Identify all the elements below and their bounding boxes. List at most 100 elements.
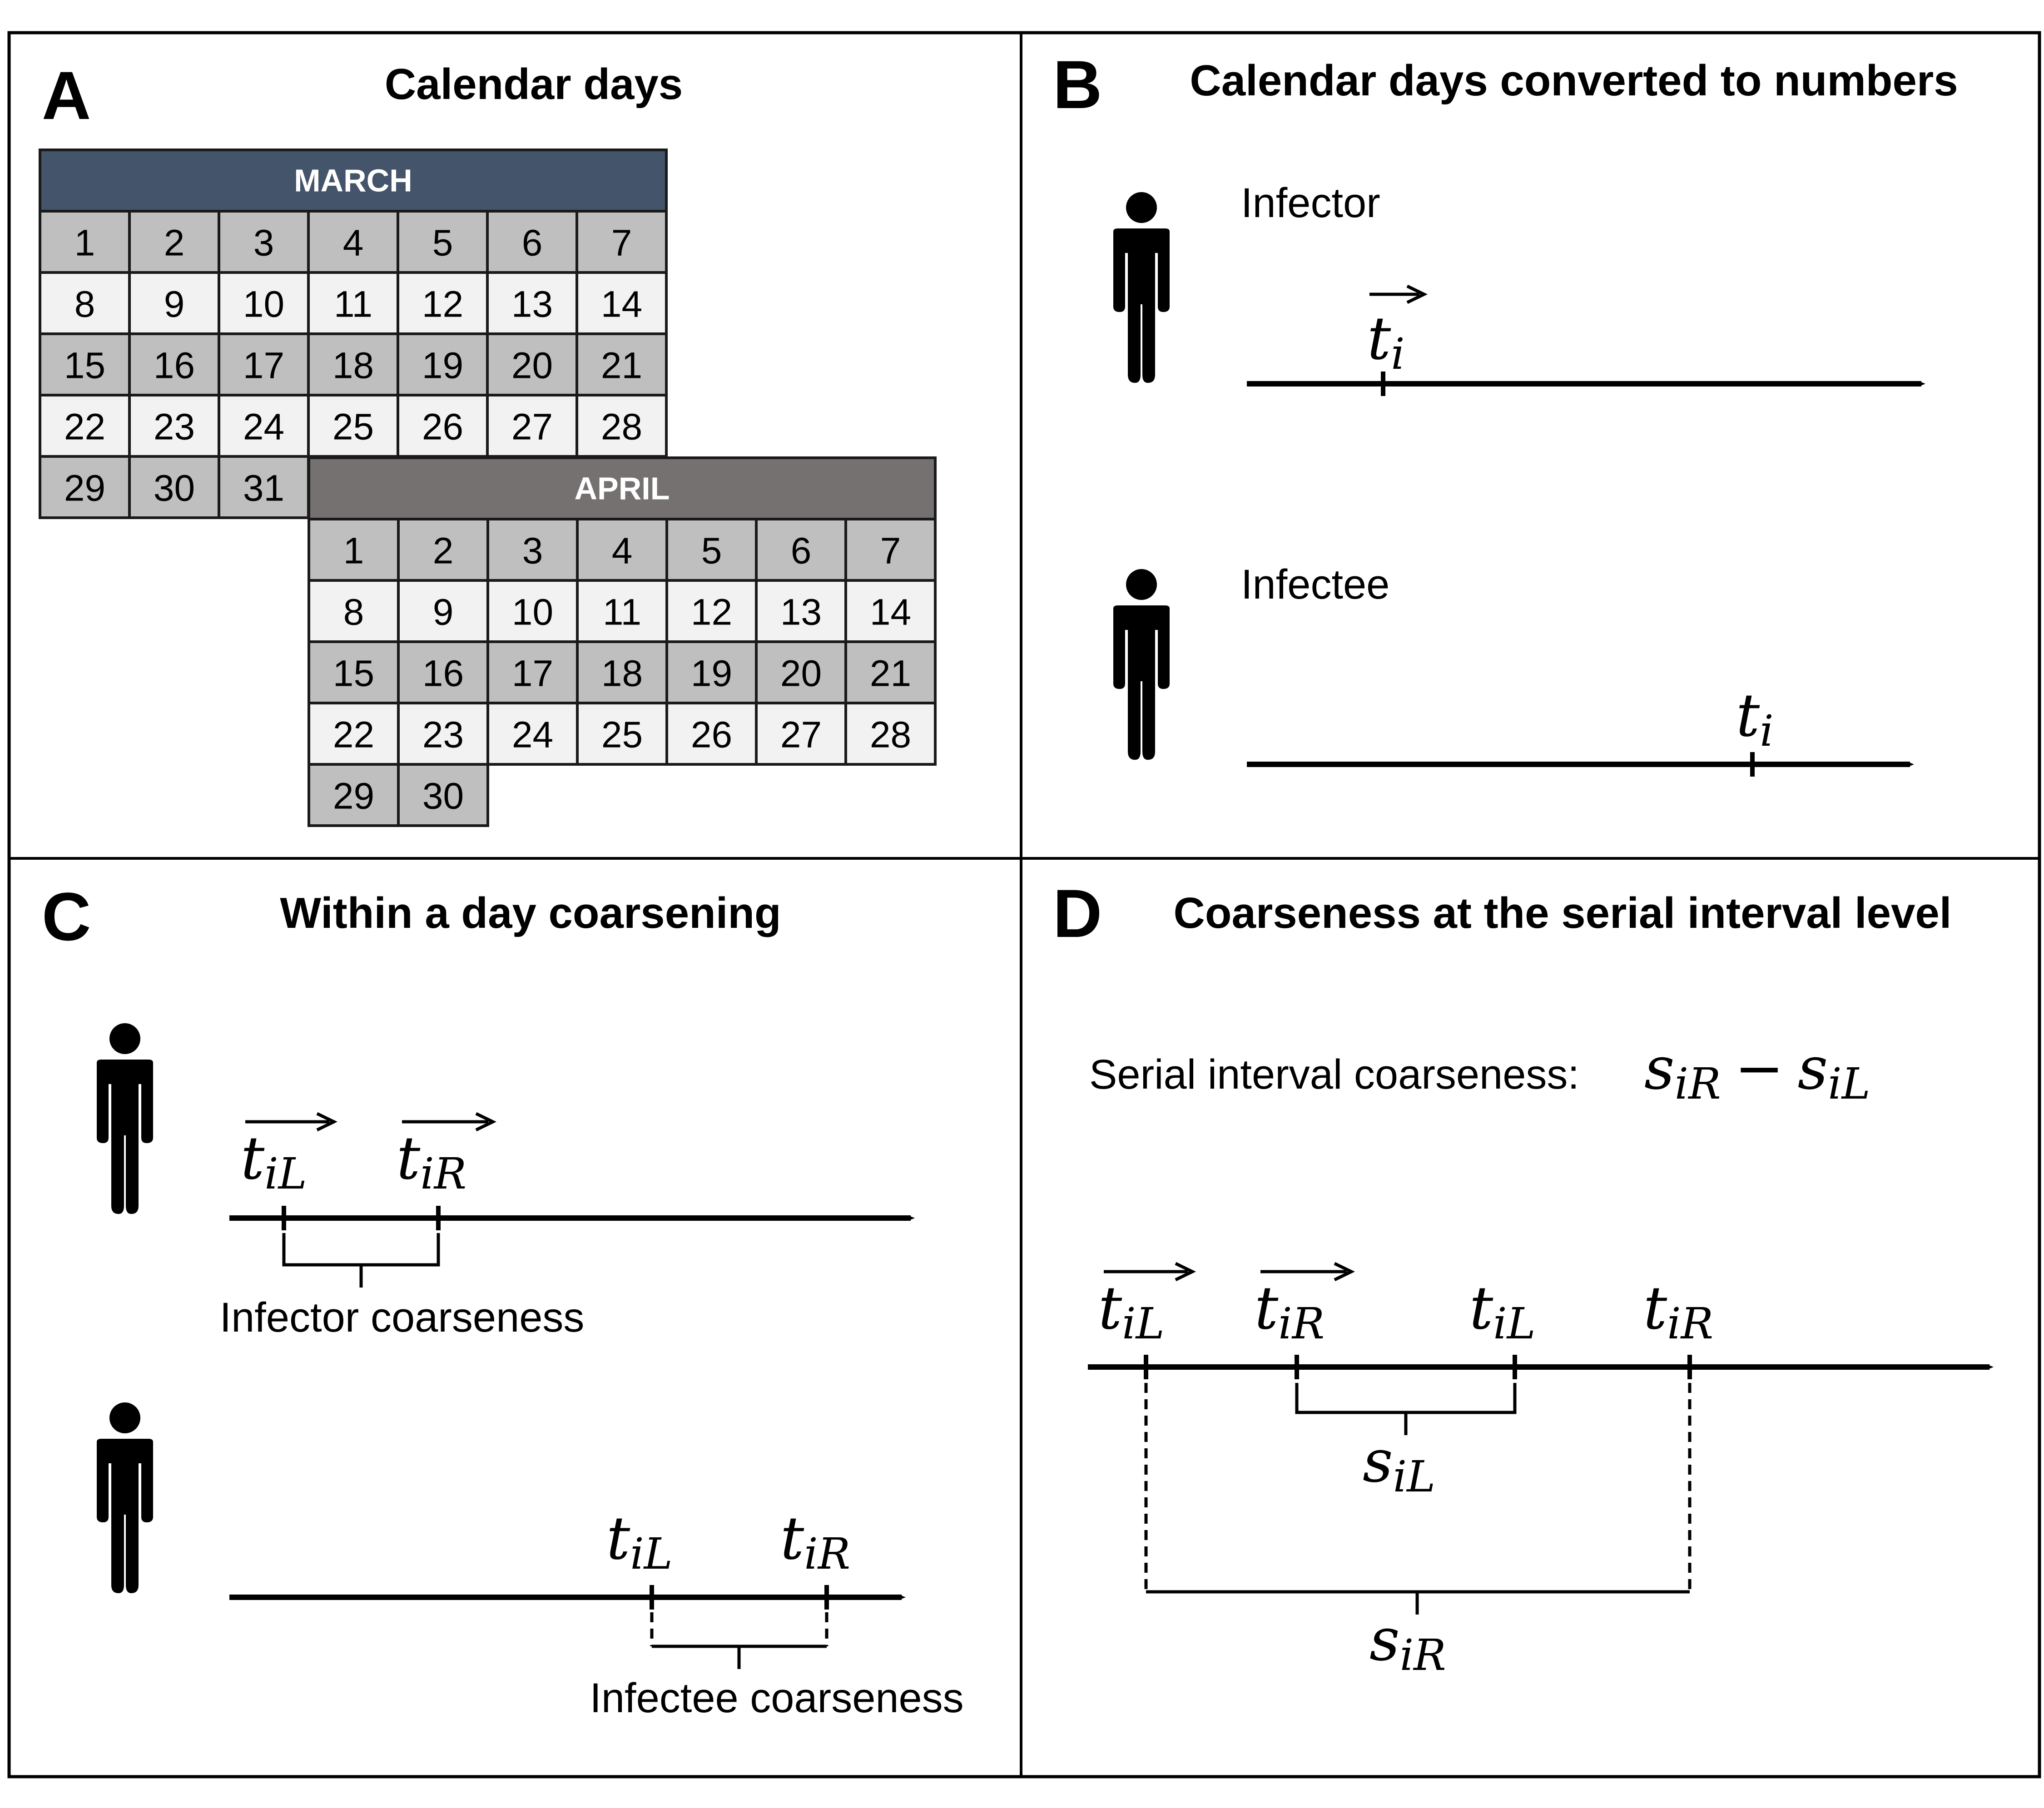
panel-b: B Calendar days converted to numbers Inf… (1053, 46, 1958, 777)
panel-letter-d: D (1053, 875, 1102, 951)
panel-c-title: Within a day coarsening (280, 889, 781, 937)
april-day-cell (844, 702, 937, 766)
april-day-cell (397, 763, 489, 827)
march-day-cell (486, 210, 578, 274)
april-day-number: 26 (691, 714, 732, 756)
panel-d: D Coarseness at the serial interval leve… (1053, 875, 1994, 1680)
march-day-number: 18 (332, 345, 374, 386)
infector-coarseness-brace (282, 1233, 440, 1288)
april-day-number: 23 (422, 714, 464, 756)
infectee-tick-label-right: tiR (780, 1504, 850, 1579)
infectee-coarseness-label: Infectee coarseness (590, 1675, 963, 1721)
march-day-number: 13 (511, 284, 553, 325)
inner-brace-label: siL (1363, 1427, 1435, 1502)
march-day-cell (128, 271, 220, 335)
april-day-cell (665, 640, 758, 704)
tick-2-label: tiR (1255, 1273, 1325, 1349)
march-day-cell (397, 210, 489, 274)
april-day-number: 12 (691, 592, 732, 633)
march-day-number: 2 (164, 223, 185, 264)
panel-b-title: Calendar days converted to numbers (1190, 56, 1958, 105)
march-day-number: 7 (611, 223, 632, 264)
infector-left-vector-arrow (245, 1112, 338, 1132)
april-day-number: 11 (603, 592, 641, 633)
march-day-number: 6 (522, 223, 543, 264)
panel-c: C Within a day coarsening tiL tiR Infect… (42, 878, 964, 1721)
april-day-number: 30 (422, 776, 464, 817)
panel-letter-a: A (42, 57, 91, 134)
march-day-cell (39, 332, 131, 396)
march-day-number: 28 (601, 406, 642, 448)
infector-person-icon (97, 1023, 153, 1214)
april-day-cell (397, 518, 489, 582)
april-name: APRIL (575, 471, 670, 506)
march-day-number: 20 (511, 345, 553, 386)
march-day-number: 25 (332, 406, 374, 448)
april-day-cell (308, 763, 400, 827)
april-day-cell (844, 518, 937, 582)
tick-1-label: tiL (1098, 1273, 1165, 1349)
panel-a-title: Calendar days (385, 60, 683, 109)
tick-4-label: tiR (1643, 1273, 1713, 1349)
april-day-number: 20 (780, 653, 822, 694)
april-day-number: 6 (791, 530, 812, 572)
march-day-cell (575, 271, 668, 335)
march-day-cell (307, 332, 399, 396)
march-header (39, 149, 668, 213)
march-day-number: 16 (154, 345, 195, 386)
april-day-number: 13 (780, 592, 822, 633)
april-day-cell (755, 640, 847, 704)
april-day-number: 28 (870, 714, 911, 756)
infectee-tick-label-left: tiL (606, 1504, 673, 1579)
april-day-cell (665, 579, 758, 643)
march-day-cell (128, 455, 220, 519)
infectee-label: Infectee (1241, 561, 1389, 608)
infector-tick-label-left: tiL (241, 1124, 307, 1199)
april-day-number: 15 (333, 653, 374, 694)
april-day-cell (755, 518, 847, 582)
march-day-number: 14 (601, 284, 642, 325)
march-day-cell (128, 332, 220, 396)
march-day-number: 30 (154, 468, 195, 509)
march-day-cell (218, 271, 310, 335)
panel-d-title: Coarseness at the serial interval level (1174, 889, 1952, 937)
march-day-cell (307, 210, 399, 274)
april-day-cell (665, 518, 758, 582)
march-day-cell (218, 394, 310, 458)
infector-label: Infector (1241, 180, 1380, 226)
tick-3-label: tiL (1469, 1273, 1536, 1349)
march-day-number: 31 (243, 468, 284, 509)
march-day-number: 8 (74, 284, 95, 325)
infector-person-icon (1113, 192, 1170, 383)
march-day-number: 26 (422, 406, 463, 448)
april-day-number: 9 (433, 592, 454, 633)
panel-letter-b: B (1053, 46, 1102, 123)
infectee-tick-label: ti (1736, 681, 1774, 756)
april-day-number: 27 (780, 714, 822, 756)
april-day-number: 19 (691, 653, 732, 694)
april-day-number: 7 (880, 530, 901, 572)
march-day-number: 21 (601, 345, 642, 386)
panel-letter-c: C (42, 878, 91, 955)
tick-1-vector-arrow (1104, 1262, 1196, 1282)
april-day-cell (844, 579, 937, 643)
april-day-number: 3 (522, 530, 543, 572)
april-day-cell (486, 702, 579, 766)
march-day-number: 22 (64, 406, 105, 448)
april-day-number: 22 (333, 714, 374, 756)
march-day-number: 9 (164, 284, 185, 325)
serial-interval-coarseness-label: Serial interval coarseness: (1089, 1051, 1579, 1098)
march-day-number: 29 (64, 468, 105, 509)
march-day-number: 19 (422, 345, 463, 386)
infector-coarseness-label: Infector coarseness (220, 1294, 585, 1341)
march-day-cell (575, 210, 668, 274)
april-day-number: 5 (701, 530, 722, 572)
april-day-number: 16 (422, 653, 464, 694)
infector-right-vector-arrow (402, 1112, 497, 1132)
figure-border (7, 31, 2041, 1778)
april-day-number: 14 (870, 592, 911, 633)
march-day-number: 24 (243, 406, 284, 448)
april-day-cell (576, 518, 668, 582)
